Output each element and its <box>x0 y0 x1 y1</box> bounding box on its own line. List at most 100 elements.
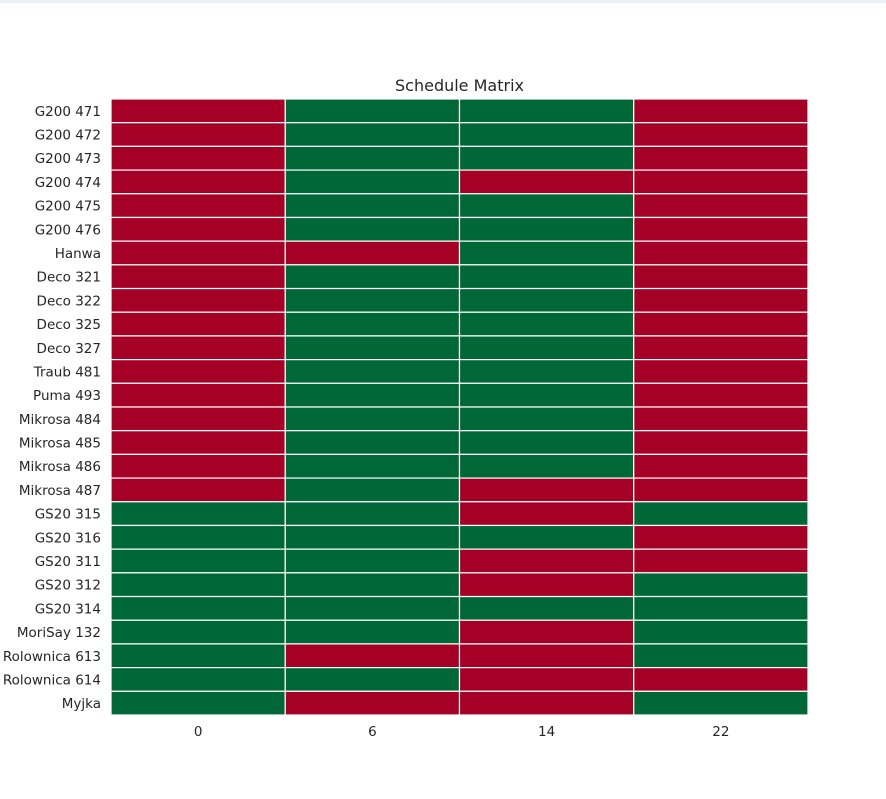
heatmap-cell <box>110 193 286 219</box>
heatmap-cell <box>458 690 635 716</box>
heatmap-cell <box>110 619 286 645</box>
chart-title: Schedule Matrix <box>395 76 524 95</box>
heatmap-cell <box>633 643 809 669</box>
heatmap-cell <box>110 477 286 503</box>
heatmap-cell <box>110 595 286 621</box>
heatmap-cell <box>284 193 461 219</box>
row-label: G200 476 <box>35 222 101 238</box>
heatmap-cell <box>633 548 809 574</box>
heatmap-cell <box>110 690 286 716</box>
heatmap-cell <box>633 382 809 408</box>
heatmap-cell <box>633 359 809 384</box>
heatmap-cell <box>284 690 461 716</box>
column-label: 14 <box>538 724 555 740</box>
top-border <box>0 0 886 3</box>
heatmap-cell <box>633 501 809 527</box>
heatmap-cell <box>633 216 809 242</box>
heatmap-cell <box>110 382 286 408</box>
heatmap-cell <box>110 287 286 313</box>
heatmap-cell <box>110 359 286 384</box>
heatmap-cell <box>633 453 809 479</box>
heatmap-cell <box>284 619 461 645</box>
heatmap-cell <box>110 453 286 479</box>
heatmap-cell <box>284 524 461 550</box>
row-label: Puma 493 <box>33 388 101 404</box>
heatmap-cell <box>458 145 635 171</box>
heatmap-cell <box>633 430 809 455</box>
row-label: Rolownica 614 <box>3 672 101 688</box>
heatmap-cell <box>458 430 635 455</box>
heatmap-cell <box>284 667 461 692</box>
heatmap-cell <box>633 264 809 290</box>
heatmap-cell <box>458 524 635 550</box>
heatmap-cell <box>633 145 809 171</box>
heatmap-cells <box>110 98 809 716</box>
row-label: Myjka <box>62 696 101 712</box>
row-label: MoriSay 132 <box>17 625 101 641</box>
row-label: Deco 325 <box>37 317 101 333</box>
heatmap-cell <box>458 382 635 408</box>
heatmap-cell <box>284 501 461 527</box>
row-label: GS20 311 <box>35 554 101 570</box>
heatmap-cell <box>284 335 461 361</box>
row-label: Deco 327 <box>37 341 101 357</box>
heatmap-cell <box>633 193 809 219</box>
heatmap-cell <box>284 264 461 290</box>
heatmap-cell <box>110 643 286 669</box>
heatmap-cell <box>110 548 286 574</box>
heatmap-cell <box>110 216 286 242</box>
heatmap-cell <box>284 382 461 408</box>
heatmap-cell <box>458 406 635 432</box>
heatmap-cell <box>110 311 286 337</box>
heatmap-cell <box>633 287 809 313</box>
heatmap-cell <box>633 98 809 124</box>
column-label: 0 <box>194 724 203 740</box>
heatmap-cell <box>633 122 809 147</box>
heatmap-cell <box>284 643 461 669</box>
heatmap-cell <box>633 595 809 621</box>
heatmap-cell <box>458 477 635 503</box>
heatmap-cell <box>633 690 809 716</box>
heatmap-cell <box>458 98 635 124</box>
heatmap-cell <box>633 572 809 598</box>
heatmap-cell <box>110 406 286 432</box>
row-label: GS20 315 <box>35 507 101 523</box>
heatmap-cell <box>110 122 286 147</box>
heatmap-cell <box>284 122 461 147</box>
heatmap-cell <box>458 287 635 313</box>
heatmap-cell <box>458 240 635 266</box>
heatmap-cell <box>110 572 286 598</box>
row-label: Mikrosa 485 <box>19 436 101 452</box>
heatmap-cell <box>284 406 461 432</box>
heatmap-cell <box>284 595 461 621</box>
row-label: G200 471 <box>35 104 101 120</box>
heatmap-cell <box>110 667 286 692</box>
heatmap-cell <box>458 216 635 242</box>
row-label: Mikrosa 484 <box>19 412 101 428</box>
row-label: G200 474 <box>35 175 101 191</box>
heatmap-cell <box>633 311 809 337</box>
heatmap-cell <box>284 477 461 503</box>
heatmap-cell <box>284 548 461 574</box>
row-label: Traub 481 <box>33 364 101 380</box>
heatmap-cell <box>458 193 635 219</box>
column-label: 22 <box>712 724 729 740</box>
heatmap-cell <box>633 406 809 432</box>
column-label: 6 <box>368 724 377 740</box>
row-label: Deco 321 <box>37 270 101 286</box>
row-label: GS20 312 <box>35 578 101 594</box>
heatmap-cell <box>458 335 635 361</box>
heatmap-cell <box>633 524 809 550</box>
row-label: GS20 314 <box>35 601 101 617</box>
heatmap-cell <box>458 311 635 337</box>
heatmap-cell <box>633 619 809 645</box>
heatmap-cell <box>284 311 461 337</box>
heatmap-cell <box>110 264 286 290</box>
row-label: G200 473 <box>35 151 101 167</box>
heatmap-cell <box>633 169 809 195</box>
row-label: Mikrosa 487 <box>19 483 101 499</box>
heatmap-cell <box>458 453 635 479</box>
row-labels: G200 471 G200 472 G200 473 G200 474 G200 475… <box>3 104 101 712</box>
heatmap-cell <box>633 335 809 361</box>
heatmap-cell <box>110 169 286 195</box>
